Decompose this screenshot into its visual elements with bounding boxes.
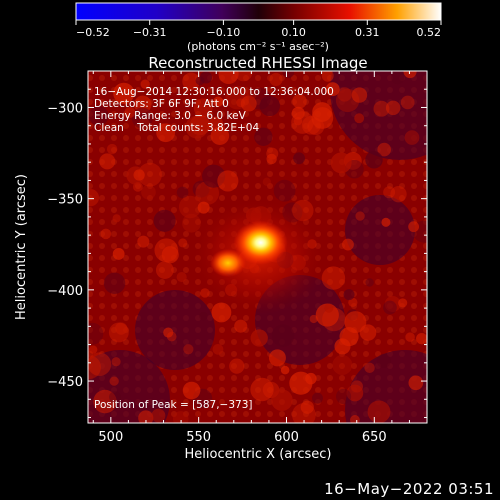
footer-timestamp: 16−May−2022 03:51 [324, 480, 494, 498]
x-tick-label: 550 [186, 430, 211, 445]
plot-frame [87, 70, 428, 424]
annotation-block: 16−Aug−2014 12:30:16.000 to 12:36:04.000… [94, 86, 334, 134]
y-tick-label: −350 [47, 193, 83, 208]
colorbar-tick-label: 0.31 [355, 26, 380, 39]
annotation-line: Detectors: 3F 6F 9F, Att 0 [94, 98, 229, 110]
x-tick-label: 650 [362, 430, 387, 445]
annotation-line: 16−Aug−2014 12:30:16.000 to 12:36:04.000 [94, 86, 334, 98]
y-tick-label: −450 [47, 375, 83, 390]
x-tick-label: 600 [274, 430, 299, 445]
y-tick-label: −400 [47, 284, 83, 299]
colorbar-tick-label: −0.52 [76, 26, 110, 39]
annotation-line: Energy Range: 3.0 − 6.0 keV [94, 110, 247, 122]
colorbar-tick-label: −0.10 [207, 26, 241, 39]
heatmap-image [88, 71, 427, 423]
colorbar-tick-label: 0.52 [417, 26, 442, 39]
peak-position-label: Position of Peak = [587,−373] [94, 399, 253, 411]
colorbar-ticks: −0.52 −0.31 −0.10 0.10 0.31 0.52 [75, 20, 442, 39]
chart-title: Reconstructed RHESSI Image [148, 54, 367, 72]
x-axis-label: Heliocentric X (arcsec) [185, 447, 332, 462]
colorbar [75, 2, 442, 21]
colorbar-tick-label: 0.10 [281, 26, 306, 39]
colorbar-tick-label: −0.31 [133, 26, 167, 39]
peak-source [233, 220, 288, 265]
y-tick-label: −300 [47, 101, 83, 116]
axis-ticks: 500 550 600 650 −300 −350 −400 −450 [47, 70, 428, 445]
x-tick-label: 500 [98, 430, 123, 445]
colorbar-unit-label: (photons cm⁻² s⁻¹ asec⁻²) [187, 40, 329, 53]
y-axis-label: Heliocentric Y (arcsec) [14, 174, 29, 320]
annotation-line: Clean Total counts: 3.82E+04 [94, 122, 259, 134]
